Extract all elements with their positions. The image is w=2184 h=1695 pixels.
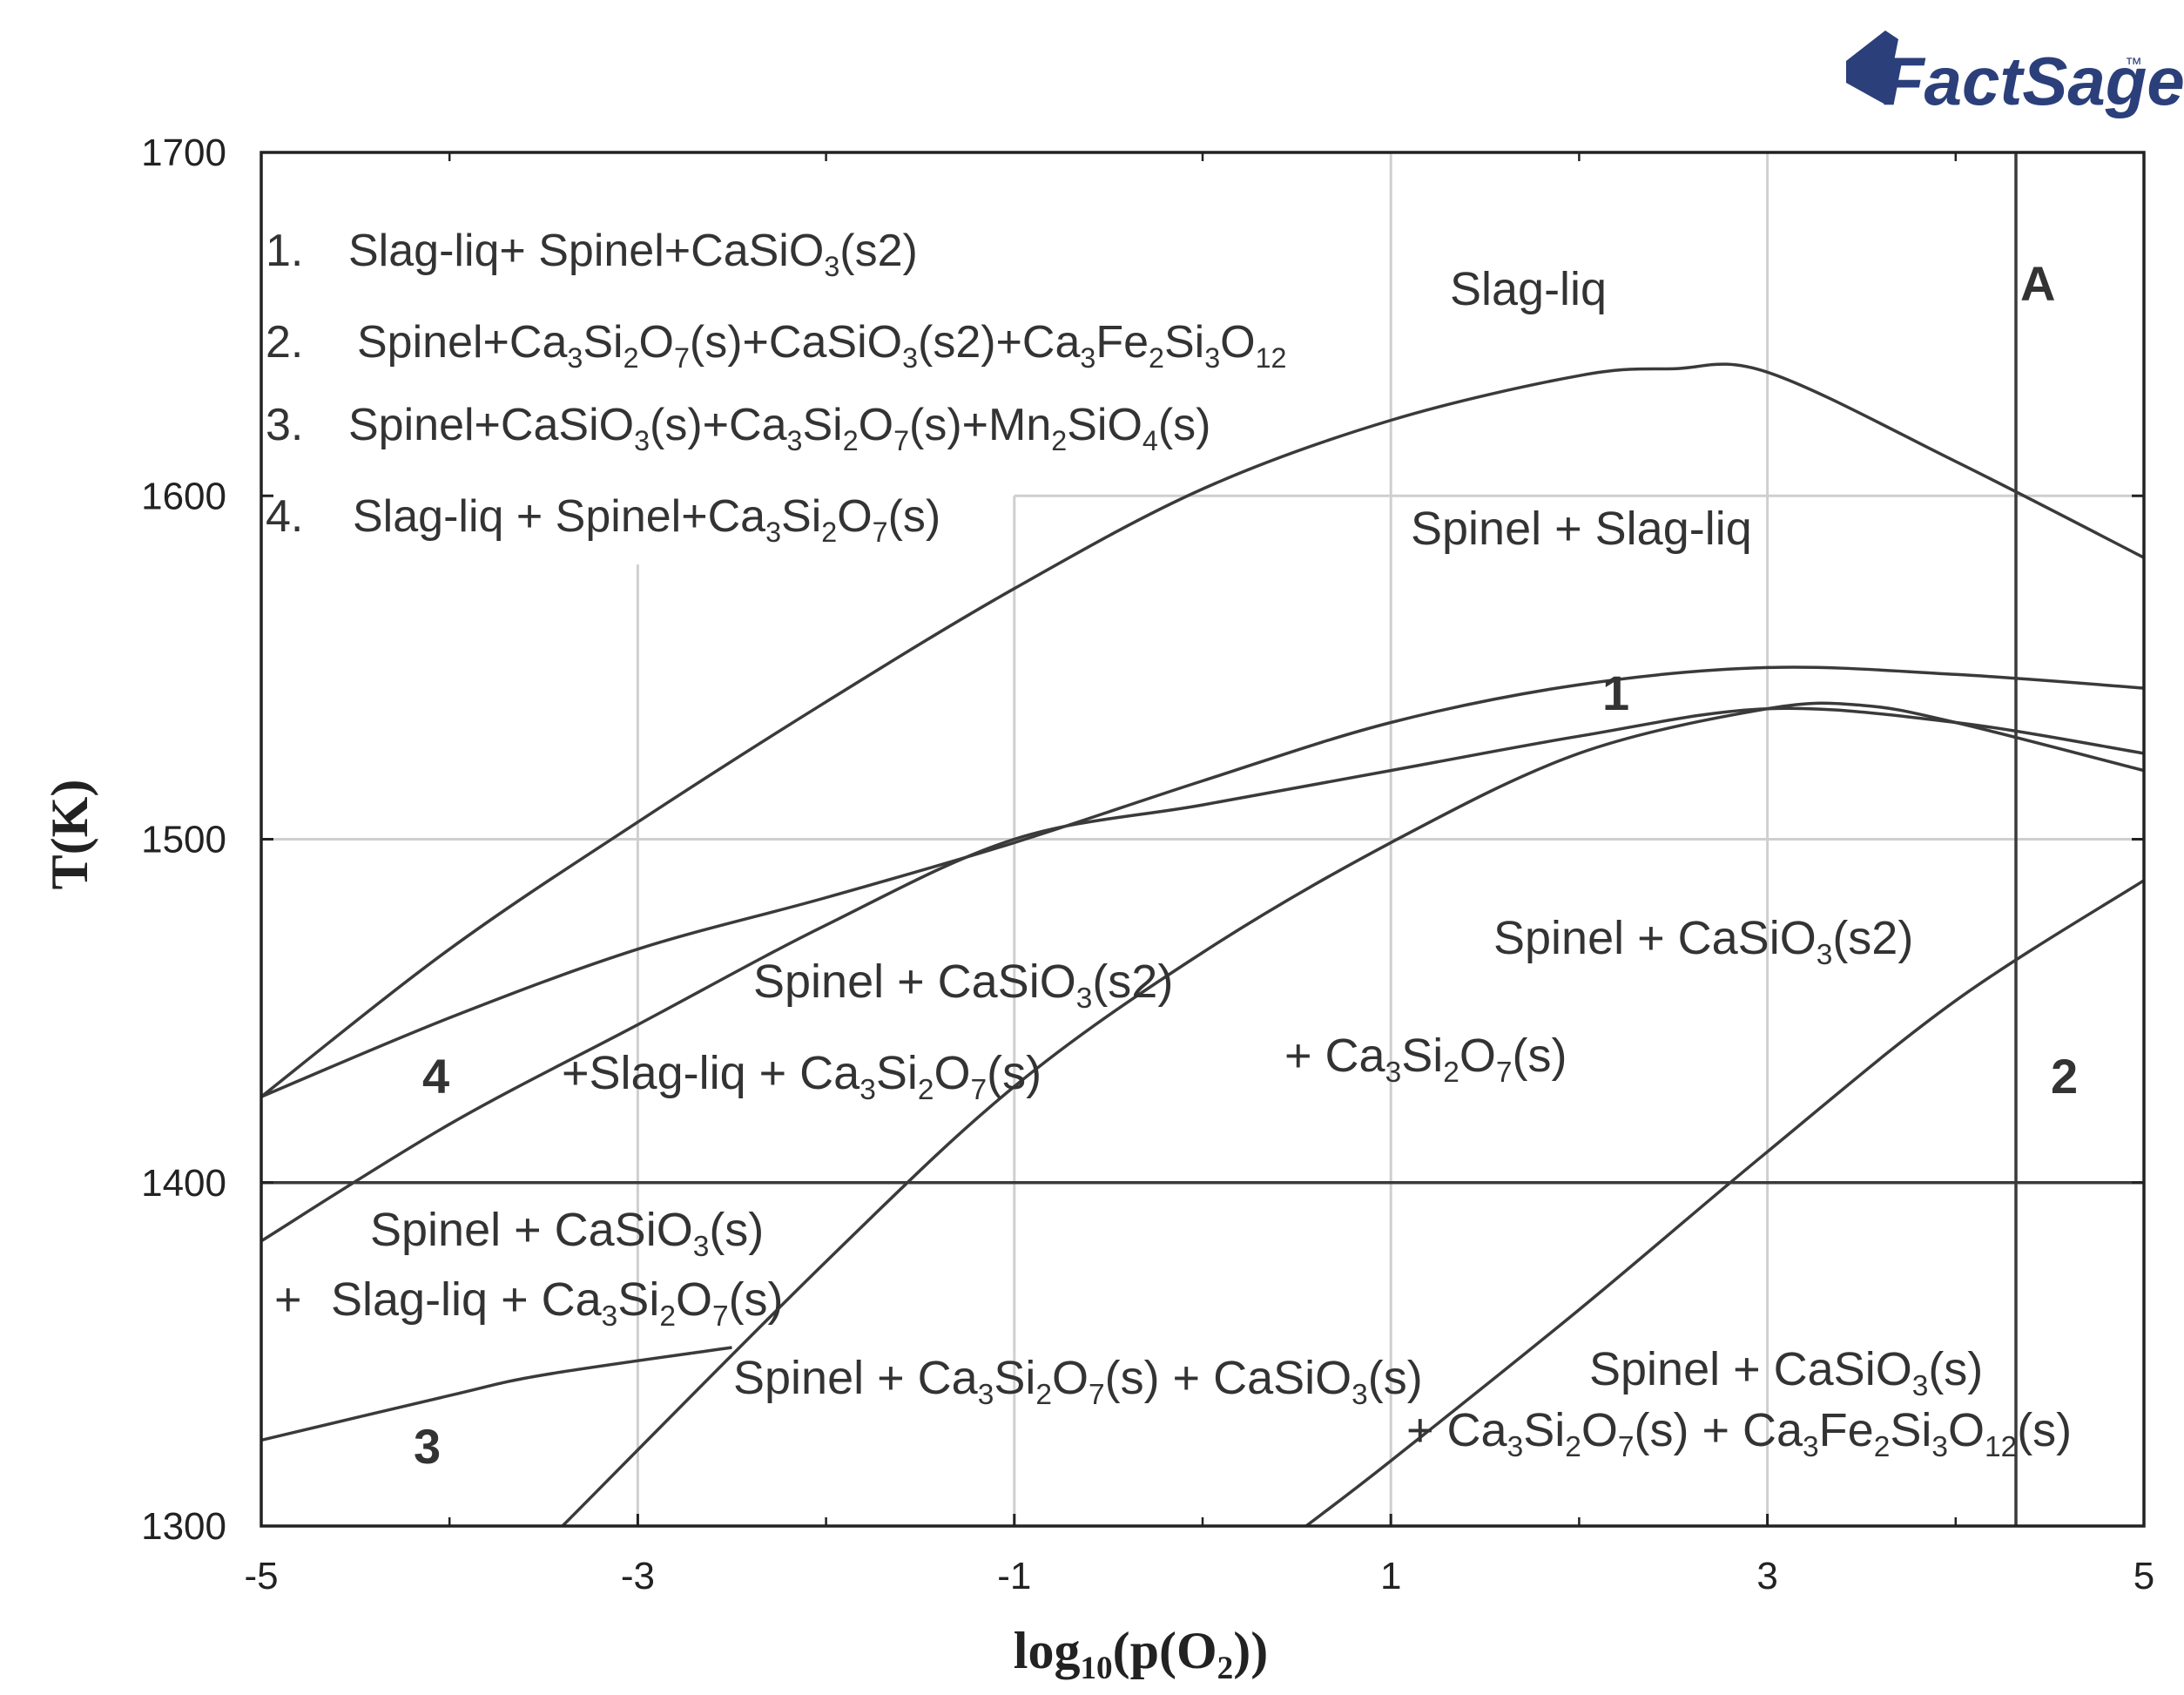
y-axis-title: T(K)	[41, 780, 98, 890]
region-labels: Slag-liq Spinel + Slag-liq Spinel + CaSi…	[274, 256, 2078, 1474]
factsage-logo: FactSage ™	[1846, 30, 2184, 119]
svg-text:™: ™	[2125, 55, 2142, 74]
y-tick-label-0: 1300	[141, 1505, 226, 1548]
legend: 1. Slag-liq+ Spinel+CaSiO3(s2) 2. Spinel+C…	[266, 226, 1286, 548]
region-label-spinel-casio3-right: Spinel + CaSiO3(s)	[1589, 1343, 1983, 1402]
region-label-spinel-ca3si2o7-casio3: Spinel + Ca3Si2O7(s) + CaSiO3(s)	[733, 1352, 1423, 1411]
phase-boundaries	[260, 152, 2145, 1528]
boundary-liquidus	[260, 362, 2145, 1098]
region-label-spinel-casio3: Spinel + CaSiO3(s)	[370, 1204, 764, 1263]
y-tick-label-4: 1700	[141, 132, 226, 174]
x-tick-label-0: -5	[244, 1555, 278, 1597]
region-label-spinel-slag: Spinel + Slag-liq	[1411, 503, 1752, 555]
boundary-ca3si2o7-boundary	[561, 701, 2145, 1528]
grid-lines	[261, 152, 2144, 1526]
x-tick-label-2: -1	[997, 1555, 1031, 1597]
y-tick-label-1: 1400	[141, 1162, 226, 1205]
region-label-a: A	[2020, 256, 2055, 311]
x-tick-label-1: -3	[621, 1555, 655, 1597]
x-tick-label-4: 3	[1756, 1555, 1777, 1597]
boundary-casio3-boundary	[260, 706, 2145, 1243]
y-tick-label-2: 1500	[141, 819, 226, 861]
region-label-garnet: + Ca3Si2O7(s) + Ca3Fe2Si3O12(s)	[1406, 1404, 2072, 1463]
axis-ticks: -5 -3 -1 1 3 5 1300 1400 1500 1600 1700	[141, 132, 2154, 1597]
x-tick-label-5: 5	[2133, 1555, 2154, 1597]
region-label-plus-ca3si2o7: + Ca3Si2O7(s)	[1284, 1030, 1567, 1089]
region-label-slag-liq: Slag-liq	[1450, 263, 1607, 315]
legend-item-4: 4. Slag-liq + Spinel+Ca3Si2O7(s)	[266, 491, 940, 548]
x-tick-label-3: 1	[1380, 1555, 1401, 1597]
y-tick-label-3: 1600	[141, 475, 226, 517]
region-number-2: 2	[2051, 1049, 2078, 1104]
region-label-slag-ca3si2o7: +Slag-liq + Ca3Si2O7(s)	[562, 1047, 1041, 1106]
region-number-1: 1	[1602, 665, 1629, 720]
legend-item-3: 3. Spinel+CaSiO3(s)+Ca3Si2O7(s)+Mn2SiO4(s…	[266, 400, 1210, 456]
logo-text: FactSage	[1883, 43, 2184, 119]
x-axis-title: log10(p(O2))	[1014, 1622, 1268, 1686]
legend-item-1: 1. Slag-liq+ Spinel+CaSiO3(s2)	[266, 226, 918, 282]
boundary-spinel-slag-lower	[260, 665, 2145, 1098]
legend-item-2: 2. Spinel+Ca3Si2O7(s)+CaSiO3(s2)+Ca3Fe2Si…	[266, 317, 1286, 374]
region-label-spinel-casio3-s2: Spinel + CaSiO3(s2)	[1493, 912, 1913, 971]
boundary-garnet-boundary	[1304, 879, 2145, 1528]
boundary-lower-left-boundary	[260, 1346, 732, 1442]
region-label-slag-liq-ca3si2o7: + Slag-liq + Ca3Si2O7(s)	[274, 1273, 784, 1333]
region-label-spinel-casio3-s2-left: Spinel + CaSiO3(s2)	[753, 956, 1173, 1015]
region-number-3: 3	[414, 1419, 441, 1474]
region-number-4: 4	[422, 1049, 449, 1104]
